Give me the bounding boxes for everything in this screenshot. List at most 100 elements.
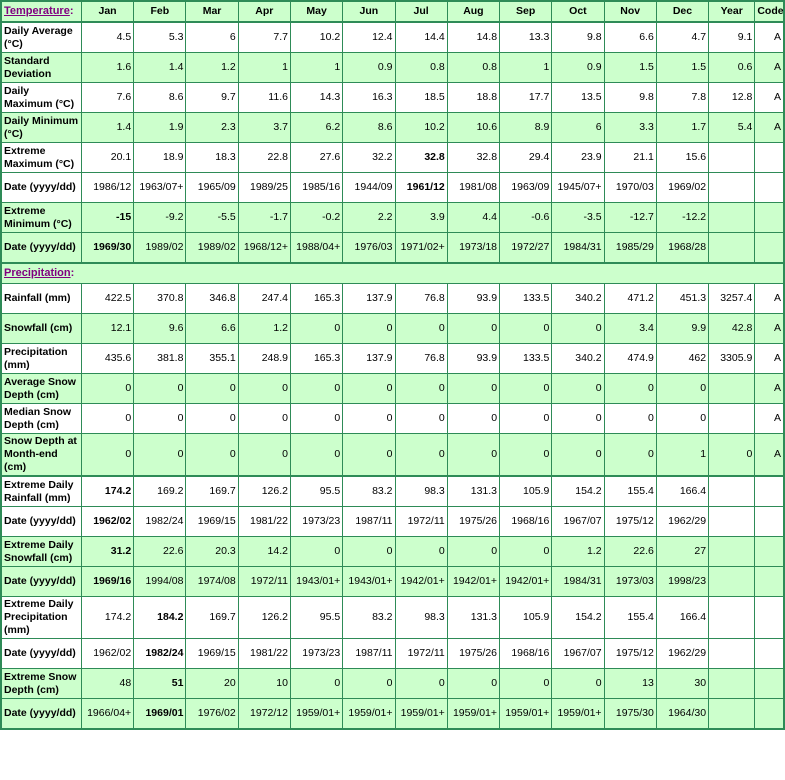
value-cell: 0.9 xyxy=(342,52,396,83)
temperature-body: Daily Average (°C) 4.5 5.3 6 7.7 10.2 12.4 14.4… xyxy=(0,21,785,264)
value-cell xyxy=(708,506,756,537)
value-cell: A xyxy=(754,283,785,314)
col-header-aug: Aug xyxy=(446,0,501,23)
table-row: Extreme Daily Rainfall (mm) 174.2 169.2 169… xyxy=(0,475,785,507)
value-cell: 0 xyxy=(80,373,135,404)
value-cell: 1969/30 xyxy=(80,232,135,264)
value-cell xyxy=(708,232,756,264)
extremes-body: Extreme Daily Rainfall (mm) 174.2 169.2 169… xyxy=(0,475,785,730)
value-cell: -0.6 xyxy=(499,202,553,233)
value-cell: 340.2 xyxy=(551,343,605,374)
value-cell: 1975/12 xyxy=(603,506,657,537)
table-header: Temperature: Jan Feb Mar Apr May Jun Jul… xyxy=(0,0,785,23)
value-cell: 355.1 xyxy=(185,343,239,374)
value-cell: 1985/16 xyxy=(289,172,344,203)
value-cell: 1994/08 xyxy=(133,566,187,597)
value-cell: 370.8 xyxy=(133,283,187,314)
value-cell: 1987/11 xyxy=(342,506,396,537)
value-cell xyxy=(708,202,756,233)
value-cell: 1972/27 xyxy=(499,232,553,264)
table-row: Date (yyyy/dd) 1962/02 1982/24 1969/15 1981/… xyxy=(0,506,785,537)
value-cell: 0 xyxy=(185,403,239,434)
row-label: Date (yyyy/dd) xyxy=(0,698,82,730)
value-cell: 0 xyxy=(394,403,448,434)
value-cell: 0 xyxy=(603,403,657,434)
value-cell: 1942/01+ xyxy=(446,566,501,597)
value-cell: 1959/01+ xyxy=(289,698,344,730)
value-cell xyxy=(754,668,785,699)
value-cell: 7.8 xyxy=(655,82,710,113)
value-cell: 3.4 xyxy=(603,313,657,344)
value-cell: 0 xyxy=(394,668,448,699)
value-cell: A xyxy=(754,52,785,83)
value-cell: 11.6 xyxy=(237,82,291,113)
value-cell: 1981/22 xyxy=(237,506,291,537)
row-label: Extreme Maximum (°C) xyxy=(0,142,82,173)
value-cell: 76.8 xyxy=(394,343,448,374)
value-cell: 1985/29 xyxy=(603,232,657,264)
value-cell xyxy=(754,698,785,730)
value-cell: 0 xyxy=(551,313,605,344)
value-cell: 0 xyxy=(237,373,291,404)
table-row: Date (yyyy/dd) 1969/30 1989/02 1989/02 1968/… xyxy=(0,232,785,264)
value-cell: 10.2 xyxy=(394,112,448,143)
value-cell: 95.5 xyxy=(289,475,344,507)
value-cell: 1975/26 xyxy=(446,638,501,669)
row-label: Extreme Daily Snowfall (cm) xyxy=(0,536,82,567)
value-cell: 0 xyxy=(185,433,239,477)
temperature-section-link[interactable]: Temperature xyxy=(4,5,70,17)
value-cell: 30 xyxy=(655,668,710,699)
value-cell: 340.2 xyxy=(551,283,605,314)
value-cell: 1987/11 xyxy=(342,638,396,669)
value-cell: 0 xyxy=(80,403,135,434)
value-cell: A xyxy=(754,343,785,374)
value-cell: 1963/09 xyxy=(499,172,553,203)
table-row: Daily Average (°C) 4.5 5.3 6 7.7 10.2 12.4 14.4… xyxy=(0,21,785,53)
value-cell: 1989/25 xyxy=(237,172,291,203)
precipitation-section-colon: : xyxy=(70,267,75,279)
value-cell: 1969/02 xyxy=(655,172,710,203)
value-cell: 1 xyxy=(655,433,710,477)
value-cell: 1961/12 xyxy=(394,172,448,203)
row-label: Median Snow Depth (cm) xyxy=(0,403,82,434)
value-cell: 1970/03 xyxy=(603,172,657,203)
value-cell: 0 xyxy=(499,313,553,344)
value-cell: 1.6 xyxy=(80,52,135,83)
value-cell: -3.5 xyxy=(551,202,605,233)
value-cell: -9.2 xyxy=(133,202,187,233)
table-row: Daily Minimum (°C) 1.4 1.9 2.3 3.7 6.2 8.6 10.2… xyxy=(0,112,785,143)
value-cell: -15 xyxy=(80,202,135,233)
precipitation-section-link[interactable]: Precipitation xyxy=(4,267,71,279)
value-cell: -0.2 xyxy=(289,202,344,233)
value-cell: 1.4 xyxy=(133,52,187,83)
value-cell: 0.6 xyxy=(708,52,756,83)
value-cell: 155.4 xyxy=(603,475,657,507)
value-cell xyxy=(754,172,785,203)
value-cell: A xyxy=(754,373,785,404)
value-cell xyxy=(708,172,756,203)
value-cell: 474.9 xyxy=(603,343,657,374)
value-cell: 0 xyxy=(185,373,239,404)
value-cell: 0 xyxy=(655,403,710,434)
value-cell xyxy=(754,202,785,233)
value-cell: 1982/24 xyxy=(133,638,187,669)
value-cell: 0 xyxy=(551,433,605,477)
value-cell: 131.3 xyxy=(446,475,501,507)
value-cell: 1959/01+ xyxy=(446,698,501,730)
value-cell: 2.3 xyxy=(185,112,239,143)
value-cell: 3.7 xyxy=(237,112,291,143)
value-cell: 1.5 xyxy=(603,52,657,83)
value-cell: 247.4 xyxy=(237,283,291,314)
value-cell xyxy=(754,475,785,507)
row-label: Date (yyyy/dd) xyxy=(0,566,82,597)
value-cell: 1.9 xyxy=(133,112,187,143)
value-cell: A xyxy=(754,433,785,477)
value-cell: 1.5 xyxy=(655,52,710,83)
value-cell: 169.2 xyxy=(133,475,187,507)
row-label: Date (yyyy/dd) xyxy=(0,172,82,203)
value-cell: 1984/31 xyxy=(551,232,605,264)
value-cell: 1959/01+ xyxy=(499,698,553,730)
value-cell: 98.3 xyxy=(394,596,448,639)
value-cell: 0 xyxy=(551,403,605,434)
value-cell: 9.7 xyxy=(185,82,239,113)
